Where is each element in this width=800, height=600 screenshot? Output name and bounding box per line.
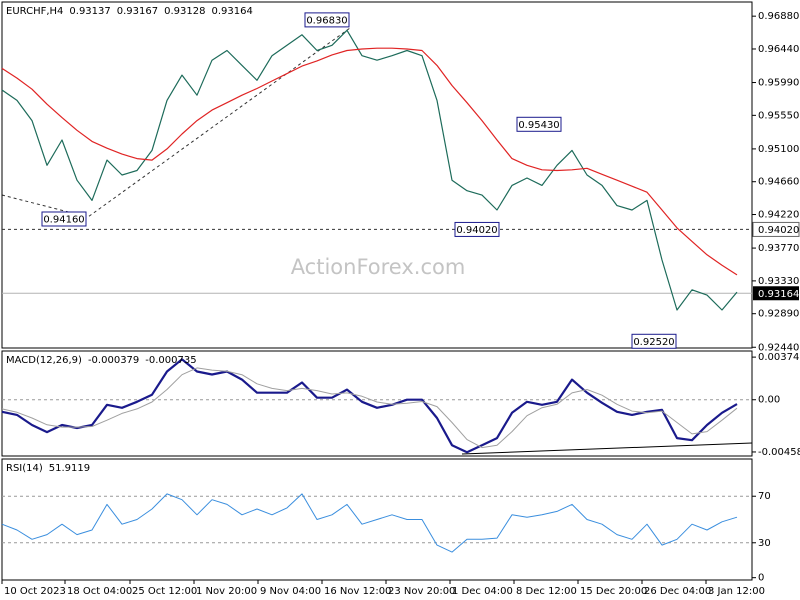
trend-line xyxy=(461,442,753,455)
y-tick-label: 0.95550 xyxy=(758,110,799,121)
header-value: 0.93128 xyxy=(164,6,205,17)
price-tag xyxy=(752,221,800,237)
x-tick-label: 3 Jan 12:00 xyxy=(708,586,765,597)
y-tick-label: 0.96880 xyxy=(758,11,799,22)
y-tick-label: 0.93330 xyxy=(758,276,799,287)
x-tick-label: 26 Dec 04:00 xyxy=(644,586,711,597)
indicator-name: MACD(12,26,9) xyxy=(6,355,82,366)
y-tick-label: 0.003743 xyxy=(758,352,800,363)
y-tick-label: 70 xyxy=(758,491,771,502)
header-value: -0.000379 xyxy=(88,355,139,366)
x-tick-label: 25 Oct 12:00 xyxy=(132,586,197,597)
x-tick-label: 9 Nov 04:00 xyxy=(260,586,321,597)
series-line xyxy=(1,367,738,449)
annotation-box xyxy=(516,116,562,132)
x-tick-label: 23 Nov 20:00 xyxy=(388,586,455,597)
annotation-box xyxy=(631,333,677,349)
y-tick-label: 30 xyxy=(758,538,771,549)
header-value: -0.000735 xyxy=(145,355,196,366)
x-tick-label: 18 Oct 04:00 xyxy=(67,586,132,597)
annotation-box xyxy=(41,211,87,227)
price-tag-label: 0.94020 xyxy=(758,225,799,236)
x-tick-label: 16 Nov 12:00 xyxy=(324,586,391,597)
x-tick-label: 8 Dec 12:00 xyxy=(516,586,577,597)
series-line xyxy=(1,358,738,454)
annotation-box xyxy=(304,12,350,28)
header-value: 0.93137 xyxy=(69,6,110,17)
panel-header: EURCHF,H4 0.93137 0.93167 0.93128 0.93164 xyxy=(6,6,253,17)
header-value: 51.9119 xyxy=(49,463,90,474)
header-value: 0.93164 xyxy=(211,6,252,17)
panel-header: RSI(14) 51.9119 xyxy=(6,463,90,474)
series-line xyxy=(1,47,738,276)
x-tick-label: 10 Oct 2023 xyxy=(4,586,66,597)
header-value: 0.93167 xyxy=(117,6,158,17)
price-tag xyxy=(753,286,799,301)
y-tick-label: -0.004585 xyxy=(758,447,800,458)
panel-header: MACD(12,26,9) -0.000379 -0.000735 xyxy=(6,355,197,366)
y-tick-label: 0 xyxy=(758,573,764,584)
annotation-label: 0.94020 xyxy=(456,225,497,236)
panel-frame xyxy=(1,458,753,581)
y-tick-label: 0.93770 xyxy=(758,243,799,254)
y-tick-label: 0.95100 xyxy=(758,144,799,155)
y-tick-label: 0.96440 xyxy=(758,44,799,55)
x-tick-label: 15 Dec 20:00 xyxy=(580,586,647,597)
price-tag-label: 0.93164 xyxy=(758,289,799,300)
y-tick-label: 0.92440 xyxy=(758,342,799,353)
y-tick-label: 0.92890 xyxy=(758,309,799,320)
annotation-label: 0.94160 xyxy=(43,214,84,225)
indicator-name: EURCHF,H4 xyxy=(6,6,63,17)
series-line xyxy=(1,29,738,311)
y-tick-label: 0.94660 xyxy=(758,177,799,188)
annotation-label: 0.92520 xyxy=(633,337,674,348)
x-tick-label: 1 Dec 04:00 xyxy=(452,586,513,597)
y-tick-label: 0.95990 xyxy=(758,78,799,89)
panel-frame xyxy=(1,350,753,457)
annotation-box xyxy=(454,221,500,237)
y-tick-label: 0.94220 xyxy=(758,210,799,221)
y-tick-label: 0.00 xyxy=(758,395,780,406)
panel-frame xyxy=(1,1,753,349)
annotation-label: 0.95430 xyxy=(518,120,559,131)
x-tick-label: 1 Nov 20:00 xyxy=(196,586,257,597)
watermark: ActionForex.com xyxy=(291,255,466,279)
series-line xyxy=(1,493,738,553)
annotation-label: 0.96830 xyxy=(306,15,347,26)
trend-line xyxy=(1,27,351,218)
indicator-name: RSI(14) xyxy=(6,463,43,474)
